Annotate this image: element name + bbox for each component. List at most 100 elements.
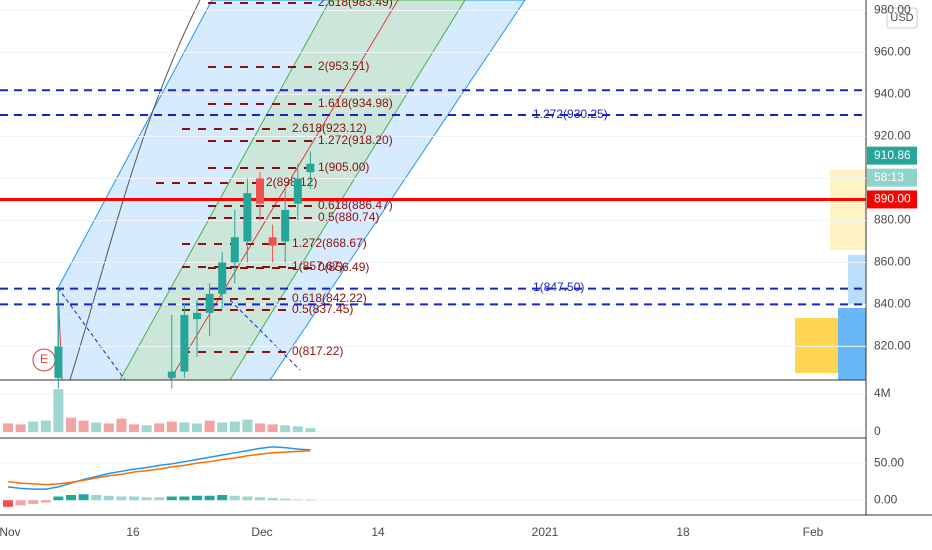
histogram-bar (103, 495, 114, 501)
candle-body (205, 293, 214, 313)
histogram-bar (217, 495, 228, 501)
candle-body (54, 346, 63, 378)
volume-bar (229, 421, 240, 433)
x-tick-label: Nov (0, 525, 21, 539)
volume-bar (66, 417, 76, 433)
volume-bar (40, 420, 51, 433)
histogram-bar (267, 497, 278, 501)
volume-bar (280, 425, 291, 433)
volume-bar (3, 423, 13, 433)
histogram-bar (28, 500, 39, 504)
volume-bar (217, 422, 228, 433)
histogram-bar (116, 496, 127, 501)
candle-body (167, 371, 176, 378)
volume-bar (129, 424, 139, 433)
y-tick-label: 860.00 (874, 255, 911, 269)
volume-bar (267, 424, 278, 433)
volume-bar (305, 428, 316, 433)
histogram-bar (280, 498, 291, 501)
fib-label: 0(817.22) (292, 344, 343, 358)
volume-profile (795, 170, 866, 380)
candle-body (193, 312, 201, 320)
indicator-line (7, 449, 311, 486)
volume-bar (242, 419, 253, 433)
y-tick-label: 940.00 (874, 87, 911, 101)
histogram-bar (141, 497, 152, 501)
volume-bar (15, 424, 26, 433)
histogram-bar (129, 496, 139, 501)
volume-bar (179, 422, 190, 433)
price-label: 910.86 (874, 148, 911, 162)
y-tick-label: 980.00 (874, 3, 911, 17)
fib-label: 0.5(837.45) (292, 302, 353, 316)
candle-body (230, 237, 239, 263)
volume-bar (292, 426, 303, 433)
y-tick-label: 0 (874, 424, 881, 438)
histogram-bar (179, 496, 190, 501)
y-tick-label: 820.00 (874, 339, 911, 353)
histogram-bar (204, 495, 215, 501)
histogram-bar (229, 495, 240, 501)
histogram-bar (154, 497, 165, 501)
fib-label: 0.618(842.22) (292, 291, 367, 305)
x-tick-label: Dec (251, 525, 272, 539)
candle-body (243, 193, 252, 242)
price-box (867, 190, 917, 209)
fib-label: 0(856.49) (318, 260, 369, 274)
price-label: 890.00 (874, 192, 911, 206)
histogram-bar (255, 497, 265, 501)
fib-label: 1(905.00) (318, 160, 369, 174)
y-tick-label: 960.00 (874, 45, 911, 59)
fib-label: 2.618(983.49) (318, 0, 393, 9)
currency-box (886, 7, 918, 29)
indicator-line (7, 446, 311, 490)
volume-bar (192, 423, 202, 433)
fib-label: 2(898.12) (266, 175, 317, 189)
fib-label: 0.618(886.47) (318, 198, 393, 212)
histogram-bar (3, 500, 13, 507)
candle-body (293, 178, 302, 204)
fib-label: 1(847.50) (533, 280, 584, 294)
histogram-bar (166, 496, 177, 501)
histogram-bar (53, 496, 64, 501)
fib-label: 0.5(880.74) (318, 210, 379, 224)
currency: USD (890, 12, 913, 24)
volume-bar (28, 421, 39, 433)
x-tick-label: Feb (803, 525, 824, 539)
fib-label: 1.272(930.25) (533, 107, 608, 121)
histogram-bar (305, 499, 316, 501)
y-tick-label: 880.00 (874, 213, 911, 227)
y-tick-label: 840.00 (874, 297, 911, 311)
channel (57, 0, 526, 381)
volume-bar (78, 420, 89, 433)
fib-label: 2(953.51) (318, 59, 369, 73)
x-tick-label: 2021 (532, 525, 559, 539)
x-tick-label: 18 (676, 525, 690, 539)
y-tick-label: 50.00 (874, 455, 904, 469)
price-box (867, 168, 917, 187)
fib-label: 1.272(868.67) (292, 236, 367, 250)
candle-body (256, 178, 264, 204)
histogram-bar (192, 495, 202, 501)
histogram-bar (40, 500, 51, 503)
histogram-bar (242, 496, 253, 501)
candle-body (281, 209, 290, 242)
volume-bar (53, 389, 64, 433)
volume-bar (116, 418, 127, 433)
y-tick-label: 4M (874, 386, 891, 400)
fib-label: 1(857.67) (292, 259, 343, 273)
candle-body (218, 262, 227, 294)
volume-bar (91, 422, 102, 433)
histogram-bar (91, 495, 102, 501)
histogram-bar (292, 499, 303, 501)
fib-label: 1.618(934.98) (318, 96, 393, 110)
histogram-bar (15, 500, 26, 506)
event-marker: E (40, 352, 48, 366)
volume-bar (154, 423, 165, 433)
volume-bar (255, 423, 265, 433)
y-tick-label: 920.00 (874, 129, 911, 143)
price-box (867, 146, 917, 165)
x-tick-label: 14 (371, 525, 385, 539)
fib-label: 2.618(923.12) (292, 121, 367, 135)
